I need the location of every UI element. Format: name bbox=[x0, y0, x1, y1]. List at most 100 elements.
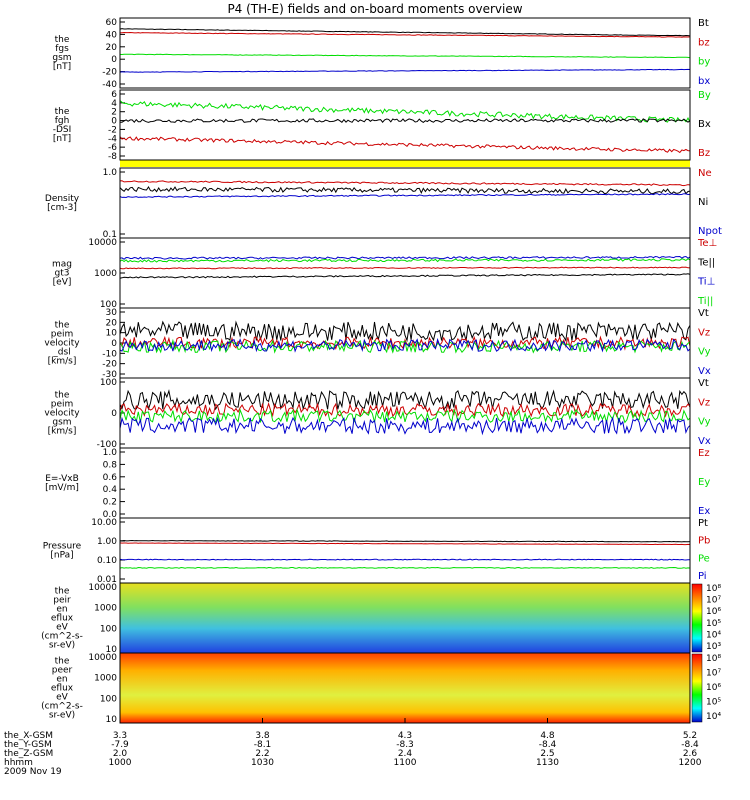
pressure-legend-Pe: Pe bbox=[698, 553, 710, 564]
temperature-ylabel: mag bbox=[52, 260, 72, 270]
efield-legend-Ey: Ey bbox=[698, 477, 710, 488]
peir_spectrogram-ytick: 1000 bbox=[94, 604, 117, 614]
density-series-Npot bbox=[119, 193, 691, 199]
xtick-z: 2.4 bbox=[398, 749, 413, 759]
temperature-ylabel: gt3 bbox=[55, 269, 70, 279]
xtick-y: -8.1 bbox=[254, 740, 272, 750]
temperature-series-Ti⊥ bbox=[119, 255, 691, 260]
peir_spectrogram-ylabel: eflux bbox=[51, 614, 74, 624]
efield-ytick: 1.0 bbox=[103, 448, 118, 458]
peir_spectrogram-colorbar-label: 10⁵ bbox=[706, 619, 721, 629]
peim_velocity_dsl-ylabel: _dsl bbox=[52, 348, 70, 358]
xaxis-row-label: hhmm bbox=[4, 758, 33, 768]
fgs-ylabel: [nT] bbox=[53, 62, 71, 72]
fgm_dsl-legend-By: By bbox=[698, 90, 711, 101]
xaxis-row-label: the_X-GSM bbox=[4, 731, 53, 741]
fgm_dsl-ytick: -2 bbox=[108, 125, 117, 135]
peer_spectrogram-ylabel: the bbox=[55, 657, 70, 667]
fgs-legend-bx: bx bbox=[698, 76, 710, 87]
pressure-series-Pb bbox=[119, 542, 691, 546]
peer_spectrogram-ylabel: (cm^2-s- bbox=[41, 702, 83, 712]
efield-legend-Ez: Ez bbox=[698, 448, 710, 459]
fgs-ytick: -20 bbox=[102, 68, 117, 78]
density-ytick: 0.1 bbox=[103, 230, 117, 240]
peir_spectrogram-ylabel: (cm^2-s- bbox=[41, 632, 83, 642]
peer_spectrogram-colorbar-label: 10⁴ bbox=[706, 712, 721, 722]
peim_velocity_gsm-ylabel: [km/s] bbox=[48, 427, 77, 437]
fgm_dsl-legend-Bz: Bz bbox=[698, 148, 710, 159]
density-ylabel: Density bbox=[45, 194, 80, 204]
fgm_dsl-ytick: 6 bbox=[111, 90, 117, 100]
efield-legend-Ex: Ex bbox=[698, 506, 710, 517]
fgm_dsl-frame bbox=[119, 89, 691, 161]
peer_spectrogram-image bbox=[120, 653, 690, 723]
xaxis-row-label: the_Y-GSM bbox=[4, 740, 52, 750]
peim_velocity_dsl-legend-Vy: Vy bbox=[698, 347, 711, 358]
pressure-series-Pt bbox=[120, 539, 691, 543]
fgs-series-bz bbox=[119, 31, 691, 38]
temperature-ytick: 10000 bbox=[88, 238, 117, 248]
efield-ytick: 0.2 bbox=[103, 498, 117, 508]
peim_velocity_gsm-legend-Vx: Vx bbox=[698, 436, 711, 447]
fgs-series-by bbox=[119, 53, 691, 59]
density-series-Ne bbox=[119, 180, 691, 187]
fgs-legend-Bt: Bt bbox=[698, 18, 709, 29]
peer_spectrogram-ylabel: eflux bbox=[51, 684, 74, 694]
fgm_dsl-ylabel: -DSI bbox=[53, 125, 72, 135]
density-legend-Npot: Npot bbox=[698, 226, 722, 237]
peir_spectrogram-ytick: 10000 bbox=[88, 583, 117, 593]
peim_velocity_gsm-ylabel: gsm bbox=[52, 418, 71, 428]
peim_velocity_gsm-series-Vz bbox=[119, 402, 691, 418]
peim_velocity_dsl-legend-Vt: Vt bbox=[698, 308, 709, 319]
pressure-ytick: 0.01 bbox=[97, 575, 117, 585]
xtick-t: 1200 bbox=[679, 758, 702, 768]
peim_velocity_dsl-ytick: 10 bbox=[106, 329, 118, 339]
peer_spectrogram-ylabel: en bbox=[56, 675, 67, 685]
peim_velocity_gsm-ytick: 100 bbox=[100, 378, 117, 388]
peer_spectrogram-ytick: 1000 bbox=[94, 674, 117, 684]
peim_velocity_gsm-ytick: -100 bbox=[97, 440, 118, 450]
peim_velocity_dsl-ytick: 20 bbox=[106, 318, 118, 328]
peer_spectrogram-colorbar-label: 10⁸ bbox=[706, 654, 721, 664]
density-legend-Ne: Ne bbox=[698, 168, 712, 179]
xtick-t: 1030 bbox=[251, 758, 274, 768]
pressure-ytick: 0.10 bbox=[97, 556, 117, 566]
peir_spectrogram-colorbar-label: 10⁴ bbox=[706, 630, 721, 640]
peer_spectrogram-colorbar-label: 10⁵ bbox=[706, 698, 721, 708]
peim_velocity_dsl-ytick: -10 bbox=[102, 349, 117, 359]
pressure-ylabel: [nPa] bbox=[50, 551, 73, 561]
fgs-ylabel: the bbox=[55, 35, 70, 45]
peir_spectrogram-ylabel: eV bbox=[56, 623, 69, 633]
peim_velocity_dsl-series-Vz bbox=[119, 335, 691, 351]
temperature-series-Ti|| bbox=[119, 258, 691, 263]
xtick-y: -8.4 bbox=[681, 740, 699, 750]
peim_velocity_dsl-ylabel: the bbox=[55, 321, 70, 331]
peer_spectrogram-ylabel: eV bbox=[56, 693, 69, 703]
fgs-frame bbox=[119, 17, 691, 89]
peer_spectrogram-ytick: 10 bbox=[106, 715, 118, 725]
peir_spectrogram-ytick: 10 bbox=[106, 645, 118, 655]
xtick-z: 2.2 bbox=[255, 749, 269, 759]
fgm_dsl-series-By bbox=[119, 100, 691, 123]
fgm_dsl-ylabel: [nT] bbox=[53, 134, 71, 144]
peim_velocity_gsm-series-Vx bbox=[119, 416, 691, 436]
pressure-ytick: 1.00 bbox=[97, 537, 117, 547]
peir_spectrogram-colorbar-label: 10⁸ bbox=[706, 584, 721, 594]
fgs-ytick: 60 bbox=[106, 18, 118, 28]
chart-title: P4 (TH-E) fields and on-board moments ov… bbox=[227, 2, 523, 16]
xtick-z: 2.5 bbox=[540, 749, 554, 759]
xaxis-row-label: the_Z-GSM bbox=[4, 749, 53, 759]
peir_spectrogram-colorbar-label: 10³ bbox=[706, 642, 721, 652]
peim_velocity_gsm-legend-Vy: Vy bbox=[698, 417, 711, 428]
pressure-legend-Pt: Pt bbox=[698, 518, 708, 529]
peer_spectrogram-ylabel: sr-eV) bbox=[49, 711, 75, 721]
peer_spectrogram-colorbar-label: 10⁷ bbox=[706, 669, 721, 679]
xtick-z: 2.6 bbox=[683, 749, 698, 759]
peim_velocity_dsl-ylabel: velocity bbox=[44, 339, 80, 349]
peim_velocity_dsl-legend-Vx: Vx bbox=[698, 366, 711, 377]
peir_spectrogram-ytick: 100 bbox=[100, 624, 117, 634]
fgs-ytick: -40 bbox=[102, 80, 117, 90]
fgs-ytick: 40 bbox=[106, 30, 118, 40]
temperature-ytick: 100 bbox=[100, 300, 117, 310]
